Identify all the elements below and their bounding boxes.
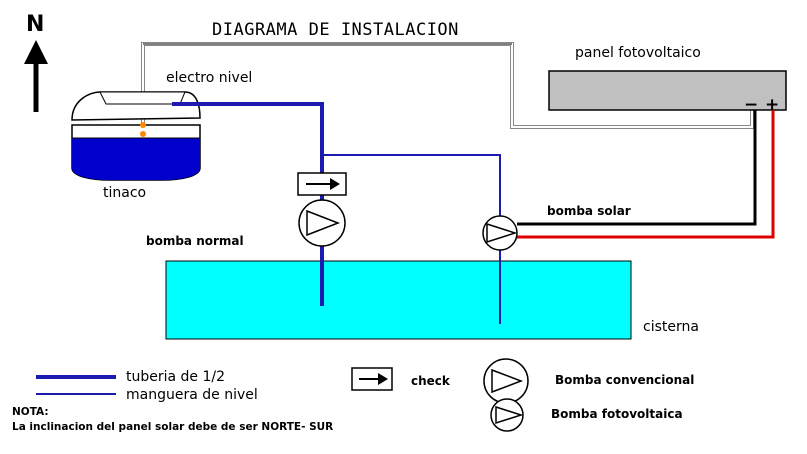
legend: tuberia de 1/2 manguera de nivel check B… (36, 358, 694, 432)
wire-positive (517, 110, 775, 239)
solar-panel: panel fotovoltaico − + (548, 45, 787, 115)
wire-negative (517, 110, 757, 226)
legend-check-label: check (411, 374, 451, 388)
north-arrow: N (24, 12, 48, 112)
nota-text: La inclinacion del panel solar debe de s… (12, 421, 333, 433)
arrow-right-icon (330, 178, 340, 190)
legend-bomba-fotovoltaica-label: Bomba fotovoltaica (551, 407, 683, 421)
legend-manguera-label: manguera de nivel (126, 387, 258, 403)
panel-plus: + (765, 95, 779, 115)
bomba-solar-label: bomba solar (547, 204, 631, 218)
bomba-normal-label: bomba normal (146, 234, 244, 248)
level-sensor-wire (141, 42, 754, 129)
north-letter: N (26, 12, 44, 37)
bomba-normal: bomba normal (146, 199, 346, 248)
legend-bomba-convencional-label: Bomba convencional (555, 373, 694, 387)
tinaco-label: tinaco (103, 185, 146, 201)
pump-triangle-icon (306, 209, 341, 237)
check-valve (297, 172, 347, 196)
panel-label: panel fotovoltaico (575, 45, 701, 61)
diagram-title: DIAGRAMA DE INSTALACION (212, 20, 459, 40)
nota-heading: NOTA: (12, 406, 49, 418)
legend-tuberia-label: tuberia de 1/2 (126, 369, 225, 385)
electro-nivel-label: electro nivel (166, 70, 252, 86)
sensor-upper-icon (140, 122, 146, 128)
tinaco-tank: tinaco electro nivel (71, 70, 252, 201)
pump-triangle-icon (486, 222, 518, 244)
arrow-up-icon (24, 40, 48, 64)
sensor-lower-icon (140, 131, 146, 137)
bomba-solar: bomba solar (482, 204, 631, 251)
cisterna-tank: cisterna (165, 260, 699, 340)
cisterna-label: cisterna (643, 319, 699, 335)
arrow-right-icon (378, 373, 388, 385)
